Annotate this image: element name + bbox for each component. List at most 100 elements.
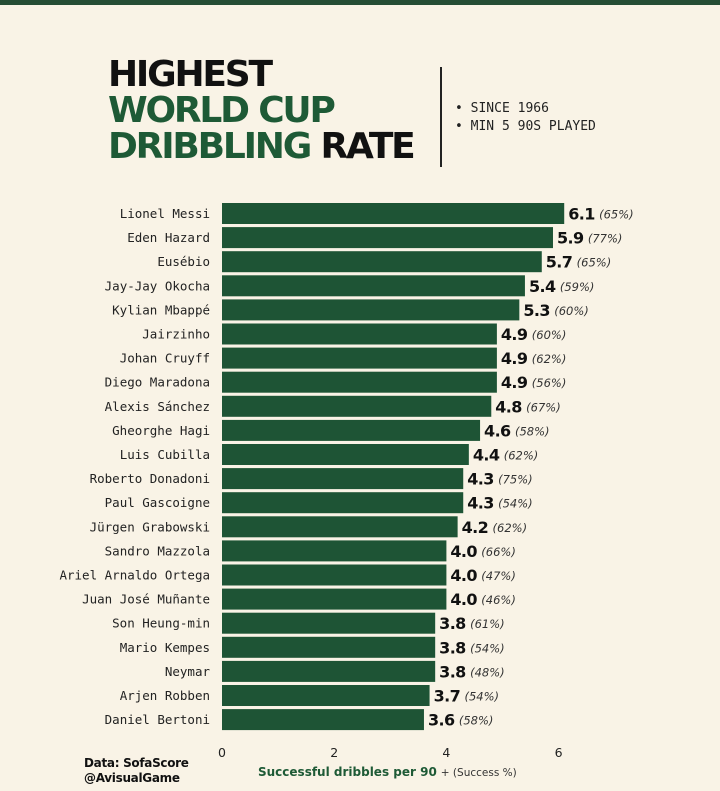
x-axis-title: Successful dribbles per 90 [258, 765, 437, 779]
bar-2 [222, 251, 542, 273]
title-line-1: HIGHEST [108, 54, 273, 95]
x-axis-note: + (Success %) [440, 767, 517, 779]
bar-1 [222, 227, 553, 249]
category-label-21: Daniel Bertoni [105, 712, 210, 727]
value-label-10: 4.4 [473, 446, 500, 465]
bar-7 [222, 371, 497, 393]
success-pct-3: (59%) [560, 280, 595, 294]
note-min-90s: • MIN 5 90S PLAYED [455, 119, 596, 134]
x-axis-label: Successful dribbles per 90 + (Success %) [258, 765, 517, 779]
value-label-15: 4.0 [450, 566, 477, 585]
success-pct-9: (58%) [515, 424, 550, 438]
success-pct-7: (56%) [532, 376, 567, 390]
bar-21 [222, 709, 424, 731]
title-divider [440, 67, 442, 167]
bar-4 [222, 299, 520, 321]
source-data: Data: SofaScore [84, 756, 189, 770]
category-label-17: Son Heung-min [112, 616, 210, 631]
bar-0 [222, 203, 565, 224]
value-label-2: 5.7 [546, 253, 573, 272]
bar-17 [222, 612, 436, 634]
value-label-6: 4.9 [501, 349, 528, 368]
top-accent-bar [0, 0, 720, 5]
value-label-16: 4.0 [450, 590, 477, 609]
bar-13 [222, 516, 458, 538]
category-label-19: Neymar [165, 664, 211, 679]
x-tick-3: 6 [555, 745, 563, 760]
category-label-11: Roberto Donadoni [90, 471, 210, 486]
value-label-12: 4.3 [467, 494, 494, 513]
bar-14 [222, 540, 447, 562]
category-label-14: Sandro Mazzola [105, 543, 210, 558]
success-pct-14: (66%) [481, 545, 516, 559]
title-line-3-dark: RATE [320, 126, 415, 167]
success-pct-18: (54%) [470, 641, 505, 655]
success-pct-21: (58%) [459, 714, 494, 728]
value-label-4: 5.3 [523, 301, 550, 320]
x-tick-2: 4 [442, 745, 450, 760]
success-pct-12: (54%) [498, 497, 533, 511]
category-label-1: Eden Hazard [127, 230, 210, 245]
success-pct-11: (75%) [498, 473, 533, 487]
category-label-8: Alexis Sánchez [105, 399, 210, 414]
value-label-14: 4.0 [450, 542, 477, 561]
success-pct-13: (62%) [493, 521, 528, 535]
value-label-8: 4.8 [495, 397, 522, 416]
x-tick-0: 0 [218, 745, 226, 760]
bar-20 [222, 685, 430, 706]
source-credit: Data: SofaScore @AvisualGame [84, 756, 189, 786]
value-label-11: 4.3 [467, 470, 494, 489]
category-label-7: Diego Maradona [105, 375, 210, 390]
category-label-18: Mario Kempes [120, 640, 210, 655]
title-line-2: WORLD CUP [108, 90, 336, 131]
category-label-2: Eusébio [157, 254, 210, 269]
value-label-19: 3.8 [439, 662, 466, 681]
value-label-0: 6.1 [568, 205, 595, 224]
category-label-0: Lionel Messi [120, 206, 210, 221]
category-label-16: Juan José Muñante [82, 592, 210, 607]
note-since: • SINCE 1966 [455, 101, 549, 116]
bar-3 [222, 275, 525, 297]
category-label-6: Johan Cruyff [120, 351, 210, 366]
success-pct-2: (65%) [577, 256, 612, 270]
bar-19 [222, 660, 436, 682]
category-label-4: Kylian Mbappé [112, 302, 210, 317]
category-label-5: Jairzinho [142, 327, 210, 342]
value-label-3: 5.4 [529, 277, 556, 296]
value-label-21: 3.6 [428, 711, 455, 730]
value-label-20: 3.7 [434, 687, 461, 706]
success-pct-19: (48%) [470, 665, 505, 679]
success-pct-5: (60%) [532, 328, 567, 342]
bar-12 [222, 492, 464, 514]
success-pct-20: (54%) [464, 690, 499, 704]
category-label-3: Jay-Jay Okocha [105, 278, 210, 293]
success-pct-6: (62%) [532, 352, 567, 366]
bar-6 [222, 347, 497, 369]
success-pct-15: (47%) [481, 569, 516, 583]
value-label-5: 4.9 [501, 325, 528, 344]
bar-18 [222, 636, 436, 658]
value-label-13: 4.2 [462, 518, 489, 537]
success-pct-8: (67%) [526, 400, 561, 414]
bar-9 [222, 419, 481, 441]
bar-16 [222, 588, 447, 610]
category-label-20: Arjen Robben [120, 688, 210, 703]
title-line-3-green: DRIBBLING [108, 126, 312, 167]
bar-15 [222, 564, 447, 586]
success-pct-4: (60%) [554, 304, 589, 318]
value-label-7: 4.9 [501, 373, 528, 392]
x-tick-1: 2 [330, 745, 338, 760]
value-label-18: 3.8 [439, 638, 466, 657]
chart-title: HIGHEST WORLD CUP DRIBBLING RATE [108, 54, 416, 167]
success-pct-16: (46%) [481, 593, 516, 607]
title-line-3: DRIBBLING RATE [108, 126, 416, 167]
bar-11 [222, 468, 464, 490]
source-handle: @AvisualGame [84, 771, 180, 785]
bar-10 [222, 444, 469, 465]
success-pct-10: (62%) [504, 449, 539, 463]
category-label-15: Ariel Arnaldo Ortega [59, 568, 210, 583]
category-label-12: Paul Gascoigne [105, 495, 210, 510]
bar-8 [222, 395, 492, 417]
success-pct-0: (65%) [599, 208, 634, 222]
